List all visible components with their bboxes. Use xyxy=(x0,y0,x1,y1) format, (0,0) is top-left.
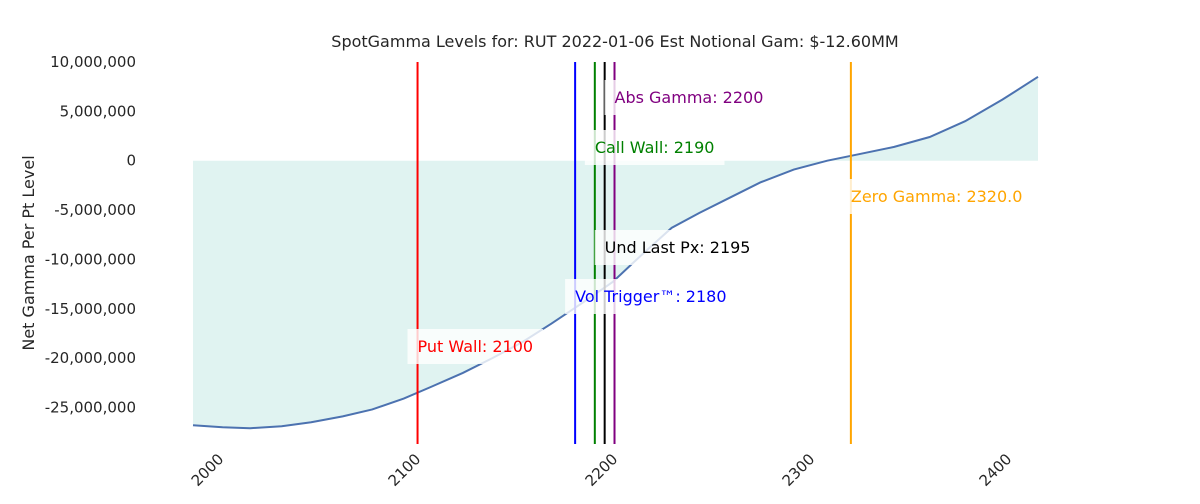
y-axis-label: Net Gamma Per Pt Level xyxy=(19,155,38,350)
levels: Put Wall: 2100 Vol Trigger™: 2180 Call Wal… xyxy=(407,62,1033,444)
level-label: Zero Gamma: 2320.0 xyxy=(851,187,1023,206)
x-tick-label: 2100 xyxy=(385,450,425,490)
y-tick-label: -25,000,000 xyxy=(45,398,136,416)
level-label-bg xyxy=(584,130,725,165)
level-label-bg xyxy=(594,230,761,265)
level-label-bg xyxy=(604,80,774,115)
y-tick-label: 0 xyxy=(126,152,136,170)
y-tick-label: 5,000,000 xyxy=(60,102,136,120)
x-tick-label: 2200 xyxy=(582,450,622,490)
x-tick-label: 2300 xyxy=(779,450,819,490)
level-label-bg xyxy=(407,329,544,364)
level-label: Put Wall: 2100 xyxy=(418,337,534,356)
y-tick-label: -15,000,000 xyxy=(45,300,136,318)
level-label: Vol Trigger™: 2180 xyxy=(575,287,726,306)
y-tick-label: 10,000,000 xyxy=(50,53,136,71)
y-tick-label: -10,000,000 xyxy=(45,250,136,268)
x-tick-label: 2400 xyxy=(976,450,1016,490)
level-label-bg xyxy=(565,279,737,314)
level-label: Und Last Px: 2195 xyxy=(605,238,751,257)
y-tick-label: -5,000,000 xyxy=(54,201,136,219)
level-label: Call Wall: 2190 xyxy=(595,138,715,157)
level-label: Abs Gamma: 2200 xyxy=(615,88,764,107)
level-label-bg xyxy=(840,179,1033,214)
chart-title: SpotGamma Levels for: RUT 2022-01-06 Est… xyxy=(331,32,898,51)
y-tick-label: -20,000,000 xyxy=(45,349,136,367)
x-tick-label: 2000 xyxy=(188,450,228,490)
